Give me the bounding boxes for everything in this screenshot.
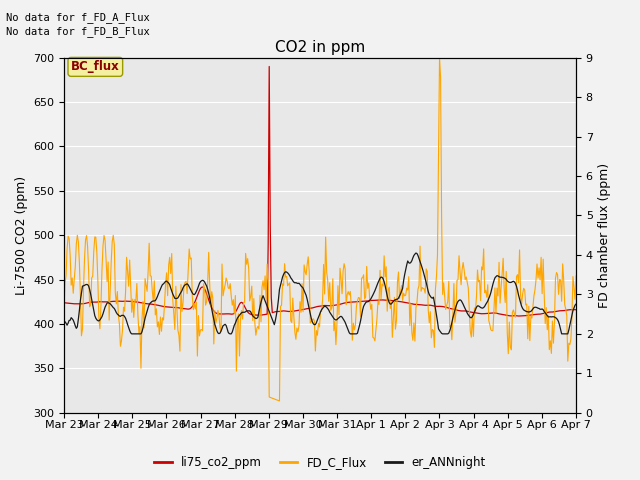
FD_C_Flux — [307, 319, 315, 324]
Y-axis label: FD chamber flux (ppm): FD chamber flux (ppm) — [598, 163, 611, 308]
li75_co2_ppm — [481, 311, 488, 316]
FD_C_Flux — [305, 254, 312, 260]
er_ANNnight — [412, 250, 420, 256]
er_ANNnight — [562, 331, 570, 337]
FD_C_Flux — [436, 55, 444, 60]
Line: er_ANNnight: er_ANNnight — [64, 253, 576, 334]
Text: No data for f_FD_B_Flux: No data for f_FD_B_Flux — [6, 26, 150, 37]
Text: No data for f_FD_A_Flux: No data for f_FD_A_Flux — [6, 12, 150, 23]
er_ANNnight — [572, 301, 580, 307]
FD_C_Flux — [276, 398, 284, 404]
FD_C_Flux — [366, 298, 374, 304]
FD_C_Flux — [482, 288, 490, 293]
Line: FD_C_Flux: FD_C_Flux — [64, 58, 576, 401]
Text: BC_flux: BC_flux — [71, 60, 120, 73]
li75_co2_ppm — [515, 313, 522, 319]
FD_C_Flux — [572, 273, 580, 279]
FD_C_Flux — [338, 291, 346, 297]
FD_C_Flux — [60, 306, 68, 312]
li75_co2_ppm — [366, 298, 374, 303]
er_ANNnight — [338, 314, 346, 320]
Y-axis label: Li-7500 CO2 (ppm): Li-7500 CO2 (ppm) — [15, 176, 28, 295]
er_ANNnight — [60, 320, 68, 325]
FD_C_Flux — [562, 306, 570, 312]
Line: li75_co2_ppm: li75_co2_ppm — [64, 66, 576, 316]
er_ANNnight — [366, 297, 374, 303]
li75_co2_ppm — [266, 63, 273, 69]
li75_co2_ppm — [338, 301, 346, 307]
er_ANNnight — [305, 301, 312, 307]
Title: CO2 in ppm: CO2 in ppm — [275, 40, 365, 55]
Legend: li75_co2_ppm, FD_C_Flux, er_ANNnight: li75_co2_ppm, FD_C_Flux, er_ANNnight — [149, 452, 491, 474]
er_ANNnight — [307, 315, 315, 321]
er_ANNnight — [128, 331, 136, 337]
li75_co2_ppm — [305, 306, 312, 312]
er_ANNnight — [482, 301, 490, 307]
li75_co2_ppm — [562, 307, 570, 313]
li75_co2_ppm — [572, 307, 580, 312]
li75_co2_ppm — [60, 300, 68, 306]
li75_co2_ppm — [307, 305, 315, 311]
